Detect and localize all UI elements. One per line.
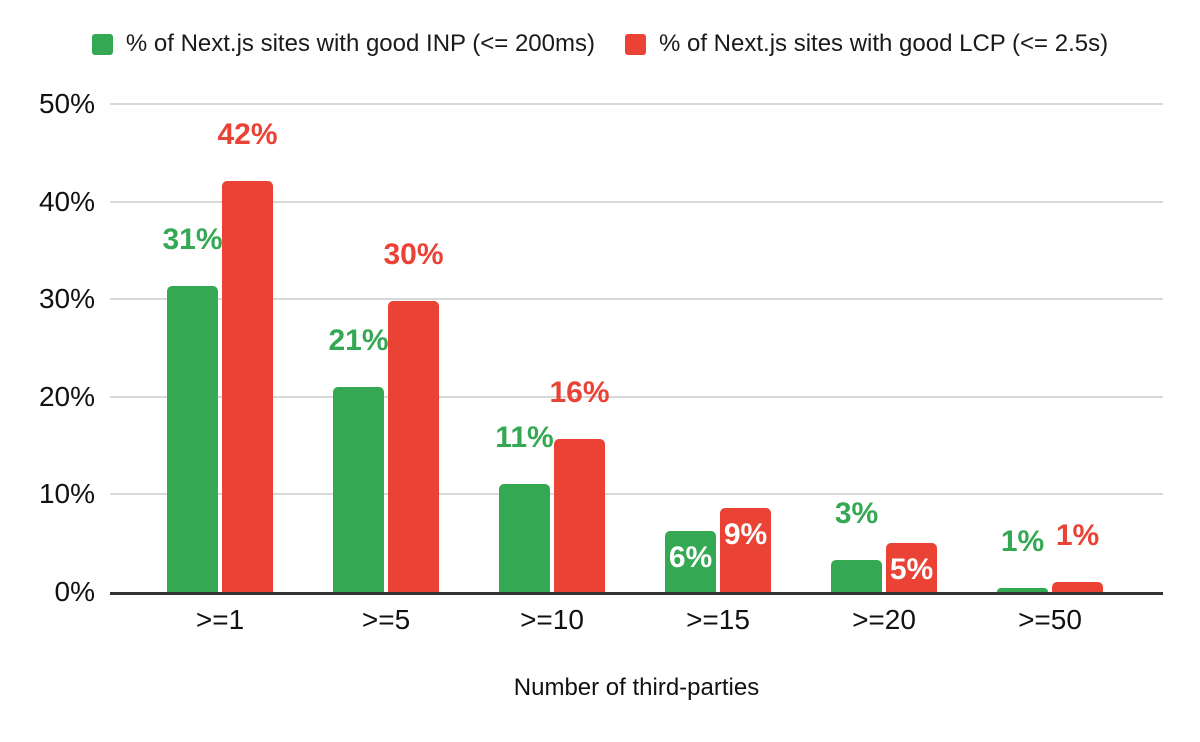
bar-value-label: 9% [723,518,768,551]
bar-value-label: 6% [668,541,713,574]
legend-label-inp: % of Next.js sites with good INP (<= 200… [125,30,595,57]
x-tick-label: >=10 [520,604,584,635]
y-tick-label: 20% [38,380,95,412]
y-tick-label: 50% [38,88,95,119]
inp-swatch-icon [91,33,113,55]
gridline [110,298,1163,301]
legend: % of Next.js sites with good INP (<= 200… [0,30,1200,58]
bar-value-label: 1% [1055,519,1100,552]
y-tick-label: 40% [38,185,95,217]
bar-inp->=10 [499,484,550,592]
x-axis-line [110,592,1163,595]
bar-inp->=15 [665,531,716,592]
x-tick-label: >=50 [1018,604,1082,635]
bar-inp->=5 [333,387,384,592]
bar-lcp->=10 [554,439,605,592]
y-tick-label: 30% [38,283,95,315]
bar-inp->=50 [997,588,1048,592]
y-tick-label: 0% [54,576,95,607]
bar-lcp->=5 [388,301,439,592]
bar-lcp->=50 [1052,582,1103,592]
bar-value-label: 3% [834,497,879,530]
gridline [110,200,1163,203]
bar-value-label: 42% [217,118,278,151]
x-tick-label: >=1 [195,604,245,635]
bar-value-label: 30% [383,238,444,271]
bar-value-label: 5% [889,553,934,586]
x-tick-label: >=5 [361,604,411,635]
bar-value-label: 16% [549,376,610,409]
gridline [110,493,1163,496]
bar-value-label: 11% [495,421,554,454]
legend-label-lcp: % of Next.js sites with good LCP (<= 2.5… [658,30,1109,57]
x-tick-label: >=15 [686,604,750,635]
bar-lcp->=15 [720,508,771,592]
gridline [110,103,1163,105]
bar-inp->=1 [167,286,218,592]
gridline [110,395,1163,398]
bar-lcp->=1 [222,181,273,592]
x-tick-label: >=20 [852,604,916,635]
bar-value-label: 31% [162,223,223,256]
plot-area: 31% 21% 11% 6% 3% 1% 42% 30% 16% 9% 5% 1% [110,103,1163,592]
bar-lcp->=20 [886,543,937,592]
bar-value-label: 1% [1000,525,1045,558]
bar-value-label: 21% [328,324,389,357]
legend-item-inp: % of Next.js sites with good INP (<= 200… [91,30,595,58]
bar-inp->=20 [831,560,882,592]
legend-item-lcp: % of Next.js sites with good LCP (<= 2.5… [624,30,1109,58]
lcp-swatch-icon [624,33,646,55]
y-tick-label: 10% [38,478,95,510]
x-axis-title: Number of third-parties [513,674,760,701]
